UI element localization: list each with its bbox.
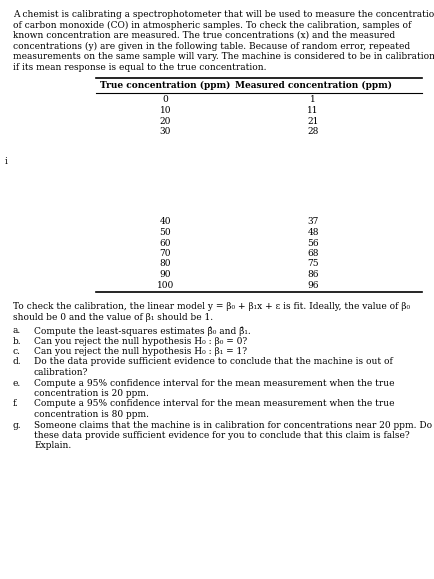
Text: a.: a. bbox=[13, 326, 21, 335]
Text: To check the calibration, the linear model y = β₀ + β₁x + ε is fit. Ideally, the: To check the calibration, the linear mod… bbox=[13, 302, 409, 311]
Text: 10: 10 bbox=[159, 106, 171, 115]
Text: Can you reject the null hypothesis H₀ : β₁ = 1?: Can you reject the null hypothesis H₀ : … bbox=[34, 347, 247, 356]
Text: 1: 1 bbox=[309, 96, 316, 104]
Text: known concentration are measured. The true concentrations (x) and the measured: known concentration are measured. The tr… bbox=[13, 31, 394, 40]
Text: 11: 11 bbox=[307, 106, 318, 115]
Text: d.: d. bbox=[13, 357, 22, 367]
Text: Do the data provide sufficient evidence to conclude that the machine is out of: Do the data provide sufficient evidence … bbox=[34, 357, 392, 367]
Text: 68: 68 bbox=[307, 249, 318, 258]
Text: 21: 21 bbox=[307, 116, 318, 126]
Text: concentration is 20 ppm.: concentration is 20 ppm. bbox=[34, 389, 148, 398]
Text: b.: b. bbox=[13, 336, 22, 346]
Text: 96: 96 bbox=[307, 280, 318, 290]
Text: 70: 70 bbox=[159, 249, 171, 258]
Text: 75: 75 bbox=[307, 259, 318, 269]
Text: concentrations (y) are given in the following table. Because of random error, re: concentrations (y) are given in the foll… bbox=[13, 42, 409, 50]
Text: A chemist is calibrating a spectrophotometer that will be used to measure the co: A chemist is calibrating a spectrophotom… bbox=[13, 10, 434, 19]
Text: 30: 30 bbox=[159, 127, 171, 136]
Text: 50: 50 bbox=[159, 228, 171, 237]
Text: 20: 20 bbox=[159, 116, 171, 126]
Text: True concentration (ppm): True concentration (ppm) bbox=[100, 81, 230, 90]
Text: these data provide sufficient evidence for you to conclude that this claim is fa: these data provide sufficient evidence f… bbox=[34, 431, 409, 440]
Text: i: i bbox=[5, 157, 8, 167]
Text: 60: 60 bbox=[159, 239, 171, 247]
Text: f.: f. bbox=[13, 400, 19, 409]
Text: Measured concentration (ppm): Measured concentration (ppm) bbox=[234, 81, 391, 90]
Text: 28: 28 bbox=[307, 127, 318, 136]
Text: measurements on the same sample will vary. The machine is considered to be in ca: measurements on the same sample will var… bbox=[13, 52, 434, 61]
Text: if its mean response is equal to the true concentration.: if its mean response is equal to the tru… bbox=[13, 63, 266, 71]
Text: g.: g. bbox=[13, 420, 22, 430]
Text: e.: e. bbox=[13, 379, 21, 387]
Text: calibration?: calibration? bbox=[34, 368, 88, 377]
Text: c.: c. bbox=[13, 347, 21, 356]
Text: 37: 37 bbox=[307, 218, 318, 226]
Text: 90: 90 bbox=[159, 270, 171, 279]
Text: 80: 80 bbox=[159, 259, 171, 269]
Text: 56: 56 bbox=[307, 239, 318, 247]
Text: Compute the least-squares estimates β̂₀ and β̂₁.: Compute the least-squares estimates β̂₀ … bbox=[34, 326, 250, 335]
Text: Can you reject the null hypothesis H₀ : β₀ = 0?: Can you reject the null hypothesis H₀ : … bbox=[34, 336, 247, 346]
Text: 48: 48 bbox=[307, 228, 318, 237]
Text: Someone claims that the machine is in calibration for concentrations near 20 ppm: Someone claims that the machine is in ca… bbox=[34, 420, 431, 430]
Text: of carbon monoxide (CO) in atmospheric samples. To check the calibration, sample: of carbon monoxide (CO) in atmospheric s… bbox=[13, 20, 410, 30]
Text: 100: 100 bbox=[156, 280, 174, 290]
Text: concentration is 80 ppm.: concentration is 80 ppm. bbox=[34, 410, 149, 419]
Text: 40: 40 bbox=[159, 218, 171, 226]
Text: Explain.: Explain. bbox=[34, 442, 71, 450]
Text: Compute a 95% confidence interval for the mean measurement when the true: Compute a 95% confidence interval for th… bbox=[34, 379, 394, 387]
Text: should be 0 and the value of β₁ should be 1.: should be 0 and the value of β₁ should b… bbox=[13, 313, 213, 321]
Text: Compute a 95% confidence interval for the mean measurement when the true: Compute a 95% confidence interval for th… bbox=[34, 400, 394, 409]
Text: 86: 86 bbox=[307, 270, 318, 279]
Text: 0: 0 bbox=[162, 96, 168, 104]
